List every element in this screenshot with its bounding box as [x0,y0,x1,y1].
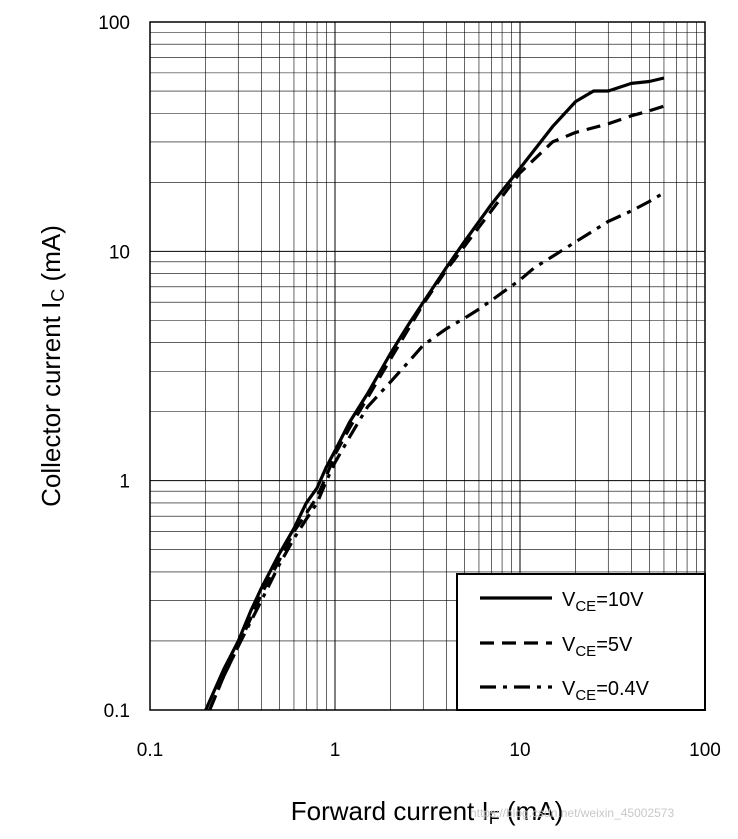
series-line-1 [208,104,665,711]
y-tick-label: 0.1 [104,701,130,722]
y-tick-labels: 0.1 1 10 100 [98,13,130,722]
legend: VCE=10V VCE=5V VCE=0.4V [456,573,706,711]
series-line-2 [208,191,665,711]
y-tick-label: 100 [98,13,130,34]
x-tick-label: 0.1 [137,740,163,761]
x-tick-label: 10 [509,740,530,761]
watermark: https://blog.csdn.net/weixin_45002573 [470,806,675,820]
y-tick-label: 1 [119,472,130,493]
y-tick-label: 10 [109,242,130,263]
legend-label: VCE=10V [562,589,644,615]
x-axis-title: Forward current IF (mA) [291,796,564,828]
legend-label: VCE=5V [562,634,633,660]
x-tick-labels: 0.1 1 10 100 [137,740,721,761]
y-axis-title: Collector current IC (mA) [36,225,68,507]
legend-label: VCE=0.4V [562,678,650,704]
series-line-0 [204,76,665,711]
x-tick-label: 100 [689,740,721,761]
series-layer [204,76,665,711]
x-tick-label: 1 [330,740,341,761]
plot-frame [149,21,706,711]
